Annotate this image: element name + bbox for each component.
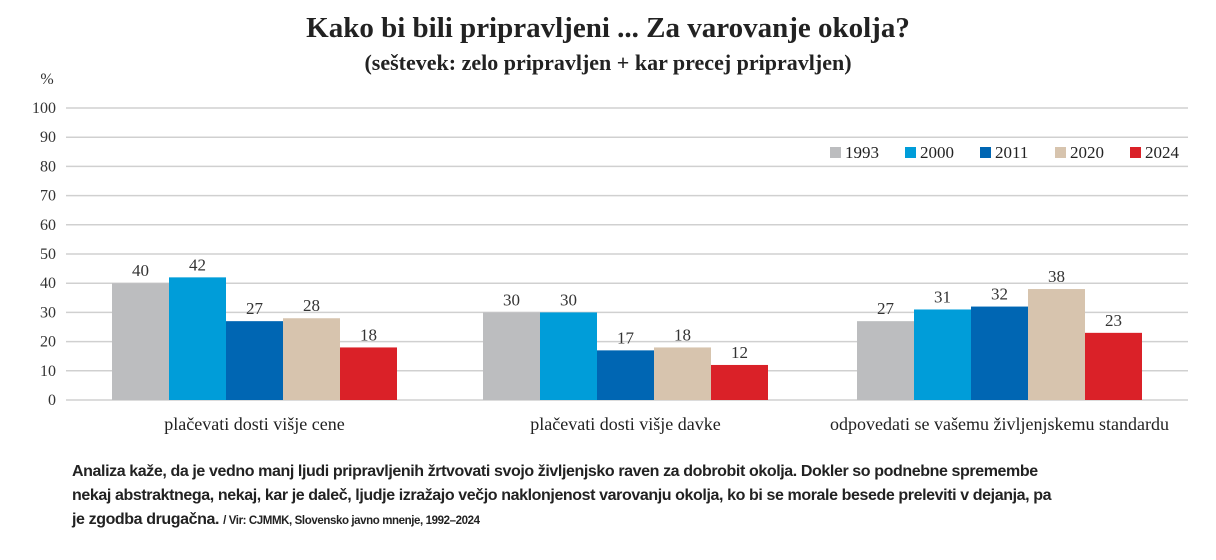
- data-label: 31: [934, 287, 951, 306]
- bar-2011: [226, 321, 283, 400]
- y-tick-label: 20: [40, 334, 56, 351]
- y-tick-label: 70: [40, 188, 56, 205]
- bar-1993: [857, 321, 914, 400]
- legend-label: 2000: [920, 143, 954, 162]
- data-label: 12: [731, 343, 748, 362]
- bar-2011: [971, 306, 1028, 400]
- bar-2011: [597, 350, 654, 400]
- data-label: 38: [1048, 267, 1065, 286]
- data-label: 18: [674, 325, 691, 344]
- analysis-note: Analiza kaže, da je vedno manj ljudi pri…: [72, 460, 1052, 533]
- y-tick-label: 30: [40, 304, 56, 321]
- legend-label: 1993: [845, 143, 879, 162]
- data-label: 30: [503, 290, 520, 309]
- y-tick-label: 0: [48, 392, 56, 409]
- legend-swatch-2000: [905, 147, 916, 158]
- category-label: plačevati dosti višje davke: [530, 414, 720, 434]
- y-tick-label: 50: [40, 246, 56, 263]
- bar-chart: % 0 10 20 30 40 50 60 70 80 90 100 40 42 27 28 18 plačeva…: [32, 71, 1188, 434]
- data-label: 27: [877, 299, 895, 318]
- y-tick-label: 60: [40, 217, 56, 234]
- bar-1993: [112, 283, 169, 400]
- bar-2020: [654, 347, 711, 400]
- data-label: 18: [360, 325, 377, 344]
- data-label: 32: [991, 285, 1008, 304]
- legend-swatch-2024: [1130, 147, 1141, 158]
- y-tick-label: 10: [40, 363, 56, 380]
- data-label: 30: [560, 290, 577, 309]
- y-tick-label: 40: [40, 275, 56, 292]
- y-axis-unit-label: %: [40, 71, 53, 88]
- data-label: 42: [189, 255, 206, 274]
- category-label: plačevati dosti višje cene: [164, 414, 344, 434]
- legend-label: 2011: [995, 143, 1028, 162]
- legend-label: 2020: [1070, 143, 1104, 162]
- chart-title: Kako bi bili pripravljeni ... Za varovan…: [306, 12, 910, 44]
- note-text: Analiza kaže, da je vedno manj ljudi pri…: [72, 463, 1052, 528]
- y-tick-label: 90: [40, 129, 56, 146]
- source-text: / Vir: CJMMK, Slovensko javno mnenje, 19…: [223, 515, 480, 527]
- data-label: 28: [303, 296, 320, 315]
- data-label: 27: [246, 299, 264, 318]
- y-tick-label: 100: [32, 100, 56, 117]
- data-label: 40: [132, 261, 149, 280]
- bar-2000: [540, 312, 597, 400]
- bar-2024: [340, 347, 397, 400]
- legend-swatch-2020: [1055, 147, 1066, 158]
- legend-swatch-1993: [830, 147, 841, 158]
- data-label: 23: [1105, 311, 1122, 330]
- data-label: 17: [617, 328, 635, 347]
- bar-2024: [711, 364, 768, 400]
- legend-swatch-2011: [980, 147, 991, 158]
- legend-label: 2024: [1145, 143, 1180, 162]
- category-label: odpovedati se vašemu življenjskemu stand…: [830, 414, 1169, 434]
- chart-subtitle: (seštevek: zelo pripravljen + kar precej…: [364, 50, 852, 75]
- bar-2000: [169, 277, 226, 400]
- bar-2020: [1028, 289, 1085, 400]
- bar-2000: [914, 309, 971, 400]
- bar-2020: [283, 318, 340, 400]
- bar-1993: [483, 312, 540, 400]
- y-tick-label: 80: [40, 158, 56, 175]
- bar-2024: [1085, 332, 1142, 400]
